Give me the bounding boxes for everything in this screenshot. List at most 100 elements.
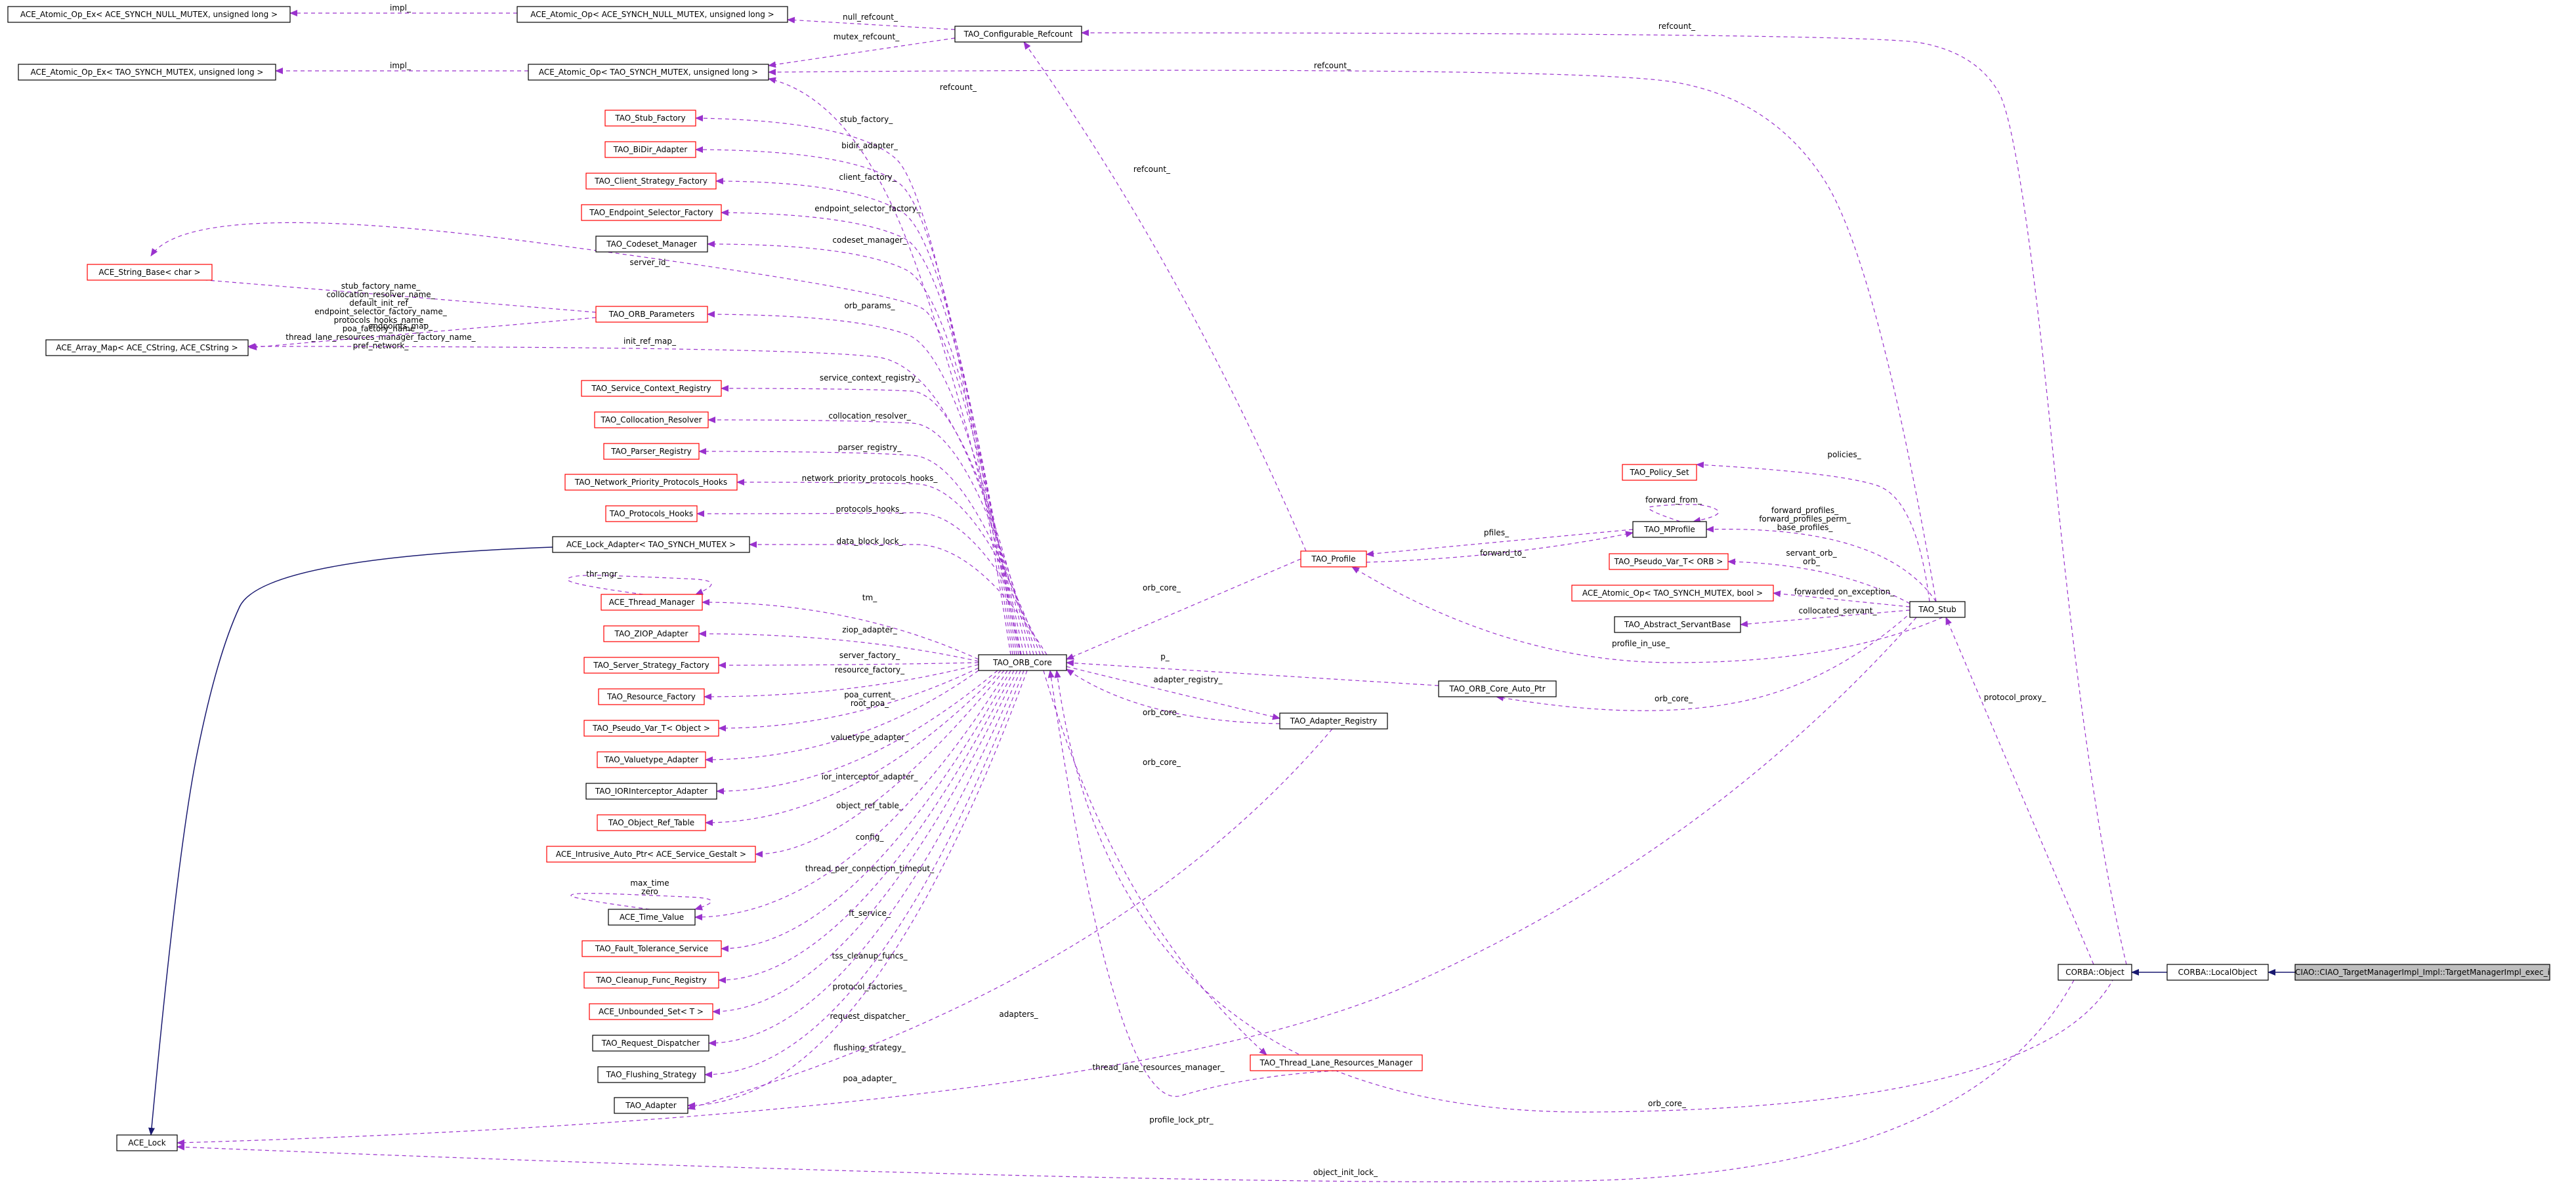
class-node[interactable]: TAO_IORInterceptor_Adapter [585, 783, 717, 800]
class-node[interactable]: TAO_Stub [1909, 601, 1966, 618]
class-node-box[interactable] [581, 380, 722, 397]
class-node[interactable]: TAO_Endpoint_Selector_Factory [581, 204, 722, 221]
class-node[interactable]: ACE_Time_Value [608, 909, 696, 926]
class-node-box[interactable] [87, 264, 213, 281]
class-node[interactable]: TAO_Network_Priority_Protocols_Hooks [564, 474, 738, 491]
class-node[interactable]: ACE_Array_Map< ACE_CString, ACE_CString … [45, 339, 249, 356]
class-node-box[interactable] [604, 110, 696, 127]
class-node[interactable]: TAO_ORB_Core [978, 654, 1067, 671]
class-node[interactable]: TAO_Codeset_Manager [595, 236, 708, 253]
class-node[interactable]: ACE_Atomic_Op_Ex< TAO_SYNCH_MUTEX, unsig… [18, 64, 276, 81]
class-node-box[interactable] [528, 64, 769, 81]
class-node-box[interactable] [564, 474, 738, 491]
class-node[interactable]: TAO_Server_Strategy_Factory [583, 657, 719, 674]
class-node-box[interactable] [7, 6, 291, 23]
class-node[interactable]: ACE_Thread_Manager [601, 594, 703, 611]
class-node-box[interactable] [546, 846, 756, 863]
class-node-box[interactable] [18, 64, 276, 81]
class-node[interactable]: TAO_Resource_Factory [598, 688, 705, 705]
class-node[interactable]: TAO_Request_Dispatcher [592, 1035, 709, 1052]
class-node[interactable]: ACE_String_Base< char > [87, 264, 213, 281]
class-node-box[interactable] [583, 657, 719, 674]
class-node-box[interactable] [595, 236, 708, 253]
class-node[interactable]: TAO_Protocols_Hooks [605, 505, 698, 522]
class-node-box[interactable] [585, 173, 717, 190]
class-node-box[interactable] [581, 940, 722, 957]
class-node[interactable]: TAO_Service_Context_Registry [581, 380, 722, 397]
class-node-box[interactable] [601, 594, 703, 611]
class-node[interactable]: CORBA::Object [2058, 964, 2132, 981]
class-node-box[interactable] [1622, 464, 1697, 481]
class-node-box[interactable] [583, 720, 719, 737]
class-node-box[interactable] [1250, 1054, 1423, 1071]
class-node[interactable]: TAO_ZIOP_Adapter [603, 625, 700, 642]
class-node[interactable]: ACE_Atomic_Op_Ex< ACE_SYNCH_NULL_MUTEX, … [7, 6, 291, 23]
class-node-box[interactable] [589, 1003, 713, 1020]
class-node-box[interactable] [604, 141, 696, 158]
class-node-box[interactable] [1614, 616, 1741, 633]
class-node[interactable]: TAO_Object_Ref_Table [597, 814, 706, 831]
class-node[interactable]: ACE_Unbounded_Set< T > [589, 1003, 713, 1020]
class-node-box[interactable] [1632, 521, 1707, 538]
class-node[interactable]: ACE_Lock [116, 1134, 178, 1151]
class-node[interactable]: ACE_Atomic_Op< TAO_SYNCH_MUTEX, unsigned… [528, 64, 769, 81]
class-node[interactable]: CIAO::CIAO_TargetManagerImpl_Impl::Targe… [2294, 964, 2550, 981]
class-node-box[interactable] [1571, 585, 1774, 602]
class-node[interactable]: TAO_Fault_Tolerance_Service [581, 940, 722, 957]
class-node[interactable]: ACE_Atomic_Op< ACE_SYNCH_NULL_MUTEX, uns… [517, 6, 788, 23]
class-node-box[interactable] [1609, 553, 1729, 570]
class-node[interactable]: TAO_Parser_Registry [603, 443, 700, 460]
class-node[interactable]: TAO_Adapter_Registry [1279, 712, 1388, 730]
class-node[interactable]: TAO_Adapter [614, 1097, 688, 1114]
class-node-box[interactable] [2294, 964, 2550, 981]
class-node-box[interactable] [608, 909, 696, 926]
class-node-box[interactable] [1279, 712, 1388, 730]
class-node-box[interactable] [2166, 964, 2269, 981]
class-node[interactable]: ACE_Intrusive_Auto_Ptr< ACE_Service_Gest… [546, 846, 756, 863]
class-node[interactable]: TAO_Configurable_Refcount [954, 26, 1082, 43]
class-node-box[interactable] [954, 26, 1082, 43]
class-node-box[interactable] [585, 783, 717, 800]
class-node-box[interactable] [598, 688, 705, 705]
class-node-box[interactable] [2058, 964, 2132, 981]
class-node[interactable]: TAO_Client_Strategy_Factory [585, 173, 717, 190]
class-node-box[interactable] [614, 1097, 688, 1114]
class-node-box[interactable] [517, 6, 788, 23]
class-node[interactable]: TAO_Thread_Lane_Resources_Manager [1250, 1054, 1423, 1071]
class-node-box[interactable] [603, 625, 700, 642]
class-node[interactable]: TAO_MProfile [1632, 521, 1707, 538]
class-node-box[interactable] [978, 654, 1067, 671]
class-node[interactable]: TAO_Pseudo_Var_T< Object > [583, 720, 719, 737]
class-node[interactable]: TAO_BiDir_Adapter [604, 141, 696, 158]
class-node-box[interactable] [595, 306, 708, 323]
class-node-box[interactable] [597, 814, 706, 831]
class-node-box[interactable] [1909, 601, 1966, 618]
class-node[interactable]: TAO_Stub_Factory [604, 110, 696, 127]
class-node[interactable]: TAO_Valuetype_Adapter [597, 751, 706, 768]
class-node-box[interactable] [583, 972, 719, 989]
class-node-box[interactable] [592, 1035, 709, 1052]
class-node-box[interactable] [597, 1066, 706, 1083]
class-node[interactable]: TAO_ORB_Core_Auto_Ptr [1438, 680, 1557, 697]
class-node[interactable]: TAO_Policy_Set [1622, 464, 1697, 481]
class-node[interactable]: TAO_Abstract_ServantBase [1614, 616, 1741, 633]
class-node[interactable]: ACE_Lock_Adapter< TAO_SYNCH_MUTEX > [552, 536, 750, 553]
class-node-box[interactable] [597, 751, 706, 768]
class-node-box[interactable] [116, 1134, 178, 1151]
class-node[interactable]: TAO_Flushing_Strategy [597, 1066, 706, 1083]
class-node[interactable]: CORBA::LocalObject [2166, 964, 2269, 981]
class-node-box[interactable] [581, 204, 722, 221]
class-node-box[interactable] [594, 411, 709, 428]
class-node-box[interactable] [605, 505, 698, 522]
class-node[interactable]: ACE_Atomic_Op< TAO_SYNCH_MUTEX, bool > [1571, 585, 1774, 602]
class-node-box[interactable] [1438, 680, 1557, 697]
class-node[interactable]: TAO_Profile [1300, 550, 1367, 567]
class-node[interactable]: TAO_Collocation_Resolver [594, 411, 709, 428]
class-node[interactable]: TAO_ORB_Parameters [595, 306, 708, 323]
class-node-box[interactable] [45, 339, 249, 356]
class-node-box[interactable] [603, 443, 700, 460]
class-node-box[interactable] [552, 536, 750, 553]
class-node-box[interactable] [1300, 550, 1367, 567]
class-node[interactable]: TAO_Pseudo_Var_T< ORB > [1609, 553, 1729, 570]
class-node[interactable]: TAO_Cleanup_Func_Registry [583, 972, 719, 989]
